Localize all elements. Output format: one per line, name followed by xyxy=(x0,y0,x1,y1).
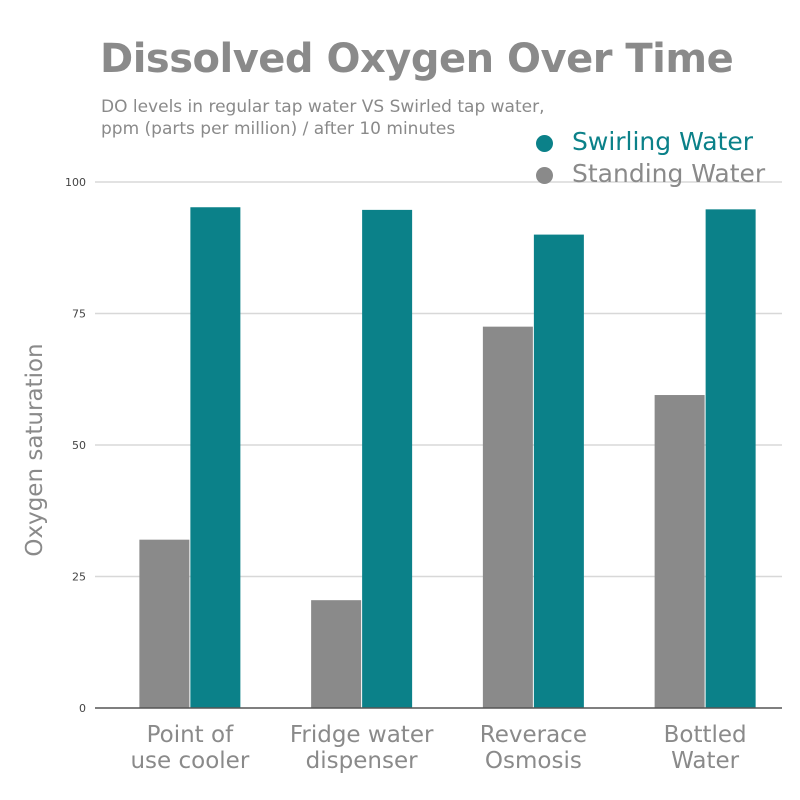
bar-swirling-water-bottled-water xyxy=(706,209,756,708)
x-tick-label-reverace-osmosis-line-2: Osmosis xyxy=(485,748,582,774)
y-tick-label-25: 25 xyxy=(72,571,86,584)
x-tick-label-bottled-water-line-2: Water xyxy=(671,748,740,774)
y-tick-label-50: 50 xyxy=(72,439,86,452)
y-tick-label-100: 100 xyxy=(65,176,86,189)
bar-standing-water-reverace-osmosis xyxy=(483,327,533,708)
x-tick-label-point-of-use-cooler-line-2: use cooler xyxy=(130,748,249,774)
bar-standing-water-bottled-water xyxy=(655,395,705,708)
x-tick-label-bottled-water-line-1: Bottled xyxy=(664,722,747,748)
bar-standing-water-point-of-use-cooler xyxy=(139,540,189,708)
bar-swirling-water-reverace-osmosis xyxy=(534,235,584,708)
x-tick-label-fridge-water-dispenser-line-1: Fridge water xyxy=(290,722,434,748)
bar-swirling-water-point-of-use-cooler xyxy=(190,207,240,708)
legend-item-swirling-water: Swirling Water xyxy=(530,126,780,158)
x-tick-label-fridge-water-dispenser-line-2: dispenser xyxy=(306,748,418,774)
legend: Swirling Water Standing Water xyxy=(530,126,780,190)
x-tick-label-reverace-osmosis-line-1: Reverace xyxy=(480,722,587,748)
legend-label-standing-water: Standing Water xyxy=(572,158,765,190)
legend-item-standing-water: Standing Water xyxy=(530,158,780,190)
bar-standing-water-fridge-water-dispenser xyxy=(311,600,361,708)
x-tick-label-point-of-use-cooler-line-1: Point of xyxy=(147,722,234,748)
y-tick-label-0: 0 xyxy=(79,702,86,715)
y-tick-label-75: 75 xyxy=(72,308,86,321)
legend-marker-swirling-water xyxy=(536,135,553,152)
bar-swirling-water-fridge-water-dispenser xyxy=(362,210,412,708)
legend-marker-standing-water xyxy=(536,167,553,184)
legend-label-swirling-water: Swirling Water xyxy=(572,126,753,158)
y-axis-label: Oxygen saturation xyxy=(22,343,48,556)
